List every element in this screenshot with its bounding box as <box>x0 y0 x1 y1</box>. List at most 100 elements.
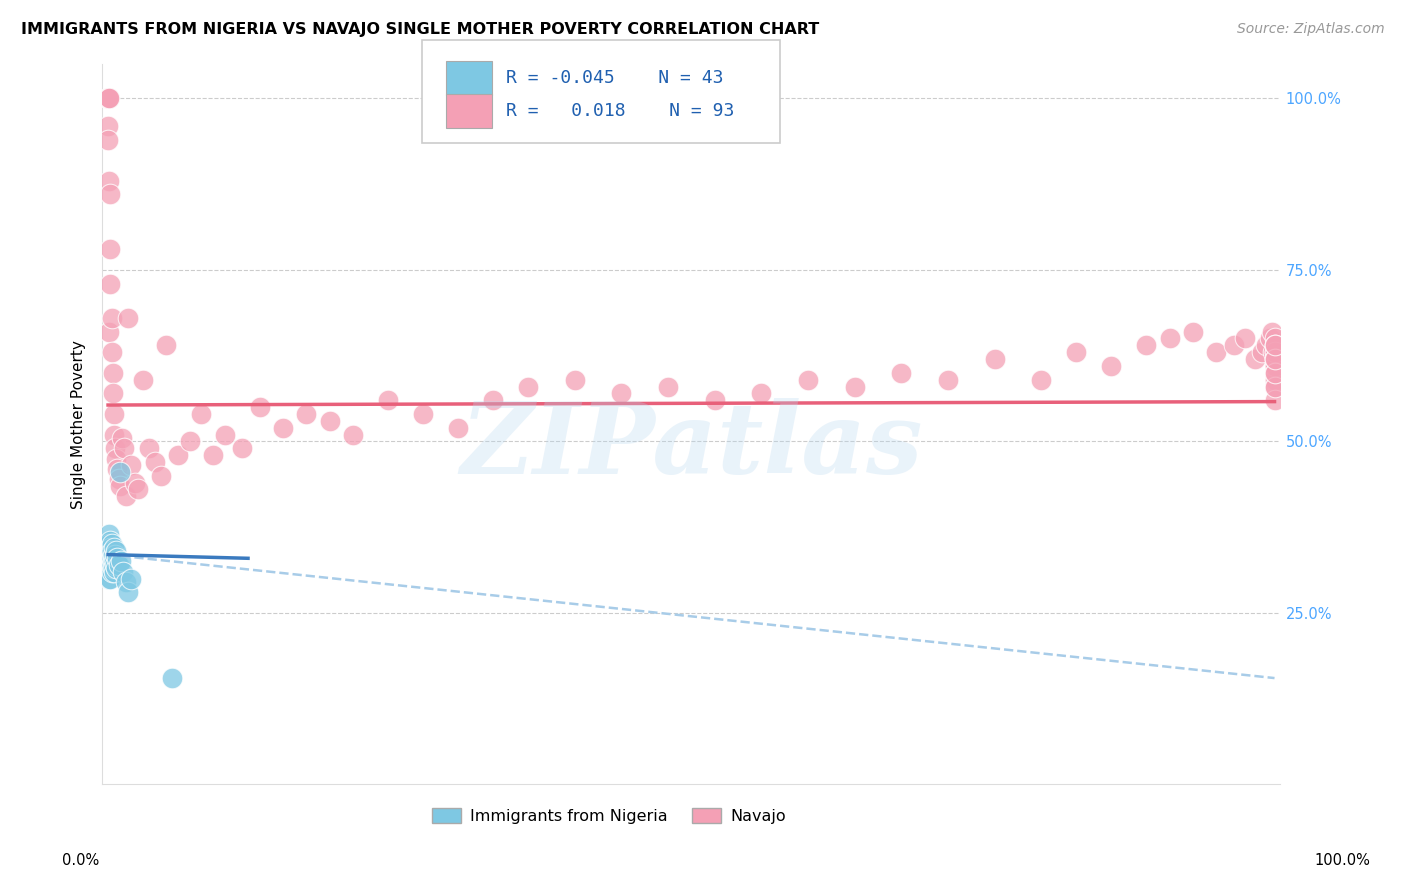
Point <box>108 479 131 493</box>
Point <box>110 554 132 568</box>
Point <box>97 565 120 579</box>
Point <box>377 393 399 408</box>
Point <box>98 572 121 586</box>
Point <box>100 544 122 558</box>
Point <box>97 91 120 105</box>
Point <box>100 565 122 579</box>
Point <box>318 414 340 428</box>
Point <box>97 119 120 133</box>
Point <box>844 379 866 393</box>
Point <box>214 427 236 442</box>
Point <box>1263 338 1285 352</box>
Point <box>98 551 121 566</box>
Point <box>100 544 122 558</box>
Point <box>657 379 679 393</box>
Point <box>107 558 129 572</box>
Point <box>1263 338 1285 352</box>
Point <box>100 310 122 325</box>
Point <box>101 548 124 562</box>
Point <box>295 407 318 421</box>
Point <box>610 386 633 401</box>
Point <box>1243 352 1265 367</box>
Text: R = -0.045    N = 43: R = -0.045 N = 43 <box>506 69 724 87</box>
Point <box>97 554 120 568</box>
Point <box>100 554 122 568</box>
Point <box>103 554 125 568</box>
Point <box>1064 345 1087 359</box>
Point <box>1250 345 1272 359</box>
Text: IMMIGRANTS FROM NIGERIA VS NAVAJO SINGLE MOTHER POVERTY CORRELATION CHART: IMMIGRANTS FROM NIGERIA VS NAVAJO SINGLE… <box>21 22 820 37</box>
Point <box>342 427 364 442</box>
Point <box>564 373 586 387</box>
Point <box>98 527 121 541</box>
Point <box>105 551 128 566</box>
Point <box>108 465 131 479</box>
Point <box>98 91 121 105</box>
Point <box>101 366 124 380</box>
Text: 100.0%: 100.0% <box>1315 854 1371 868</box>
Point <box>97 91 120 105</box>
Point <box>202 448 225 462</box>
Point <box>101 554 124 568</box>
Point <box>1263 373 1285 387</box>
Point <box>143 455 166 469</box>
Point <box>112 565 135 579</box>
Point <box>1263 379 1285 393</box>
Point <box>105 451 128 466</box>
Point <box>100 561 122 575</box>
Point <box>1258 331 1281 345</box>
Point <box>983 352 1005 367</box>
Point <box>1263 345 1285 359</box>
Point <box>100 551 122 566</box>
Point <box>517 379 540 393</box>
Point <box>231 442 253 456</box>
Point <box>104 442 127 456</box>
Point <box>149 468 172 483</box>
Point <box>1135 338 1157 352</box>
Text: R =   0.018    N = 93: R = 0.018 N = 93 <box>506 102 734 120</box>
Point <box>101 561 124 575</box>
Point <box>412 407 434 421</box>
Text: ZIPatlas: ZIPatlas <box>460 398 922 494</box>
Point <box>482 393 505 408</box>
Point <box>103 407 125 421</box>
Point <box>703 393 725 408</box>
Point <box>114 574 136 589</box>
Point <box>1263 359 1285 373</box>
Point <box>103 565 125 579</box>
Point <box>1263 338 1285 352</box>
Point <box>98 558 121 572</box>
Point <box>100 548 122 562</box>
Point <box>103 541 125 555</box>
Point <box>190 407 212 421</box>
Point <box>105 561 128 575</box>
Point <box>124 475 146 490</box>
Point <box>100 541 122 555</box>
Point <box>97 533 120 548</box>
Point <box>179 434 201 449</box>
Point <box>1263 366 1285 380</box>
Point <box>98 325 121 339</box>
Point <box>112 442 135 456</box>
Point <box>797 373 820 387</box>
Point <box>138 442 160 456</box>
Point <box>97 132 120 146</box>
Point <box>1099 359 1122 373</box>
Point <box>1031 373 1053 387</box>
Point <box>1159 331 1181 345</box>
Point <box>98 91 121 105</box>
Point <box>100 537 122 551</box>
Point <box>167 448 190 462</box>
Point <box>132 373 155 387</box>
Point <box>1263 331 1285 345</box>
Point <box>98 174 121 188</box>
Point <box>104 558 127 572</box>
Point <box>120 458 142 473</box>
Point <box>107 472 129 486</box>
Point <box>271 420 294 434</box>
Point <box>101 386 124 401</box>
Point <box>1263 345 1285 359</box>
Point <box>1263 393 1285 408</box>
Point <box>97 91 120 105</box>
Point <box>160 671 183 685</box>
